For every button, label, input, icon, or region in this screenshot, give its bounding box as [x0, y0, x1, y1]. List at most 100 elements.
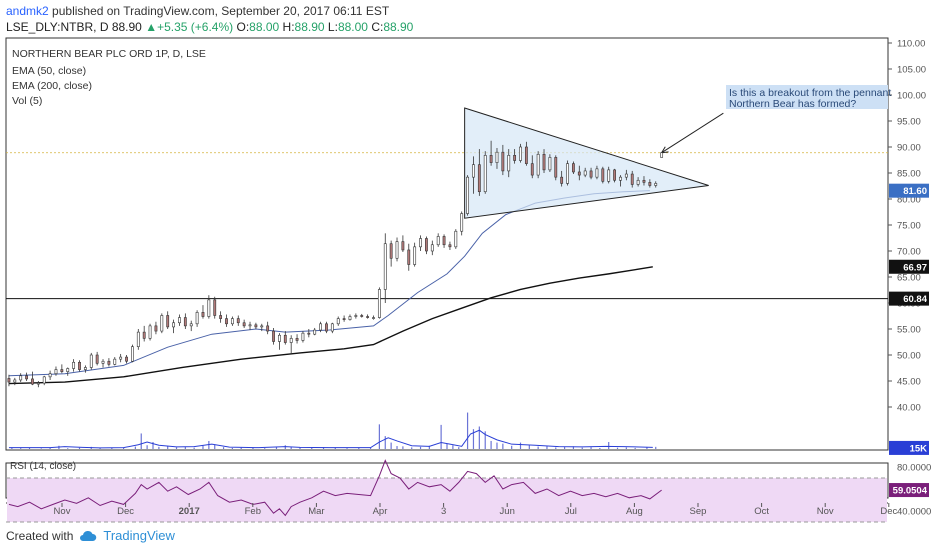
candle-body: [519, 146, 522, 161]
candle-body: [266, 325, 270, 332]
y-tick-label: 45.00: [897, 377, 921, 388]
y-tick-label: 100.00: [897, 91, 926, 102]
candle: [148, 323, 152, 341]
legend-ema200[interactable]: EMA (200, close): [12, 80, 92, 92]
candle-body: [89, 354, 93, 368]
y-tick-label: 90.00: [897, 143, 921, 154]
candle-body: [454, 230, 458, 248]
candle-body: [660, 152, 664, 158]
ema200-line[interactable]: [8, 266, 653, 385]
volume-axis-label-box: [889, 440, 929, 455]
candle-body: [125, 356, 128, 362]
candle-body: [413, 246, 417, 265]
candle-body: [54, 369, 58, 375]
candle-body: [113, 358, 117, 365]
candle-body: [601, 168, 605, 182]
candle-body: [83, 367, 87, 370]
open-label: O:: [236, 20, 250, 34]
published-text: published on TradingView.com, September …: [52, 4, 390, 18]
candle-body: [648, 182, 652, 186]
legend-vol[interactable]: Vol (5): [12, 95, 42, 107]
candle-body: [25, 375, 28, 380]
candle-body: [460, 213, 464, 232]
y-tick-label: 95.00: [897, 117, 921, 128]
low-label: L:: [327, 20, 338, 34]
candle: [395, 237, 399, 262]
y-tick-label: 70.00: [897, 247, 921, 258]
author-link[interactable]: andmk2: [6, 4, 49, 18]
candle: [307, 329, 311, 338]
candle-body: [630, 173, 634, 185]
candle-body: [31, 378, 34, 385]
y-tick-label: 105.00: [897, 65, 926, 76]
candle-body: [436, 236, 440, 246]
candle-body: [60, 369, 64, 372]
candle: [330, 322, 334, 334]
candle: [401, 235, 405, 253]
price-axis-label-box: [889, 259, 929, 274]
high-value: 88.90: [294, 20, 325, 34]
x-tick-label: 3: [441, 506, 446, 517]
candle-body: [477, 164, 481, 193]
candle-body: [178, 317, 181, 324]
candle: [448, 241, 452, 250]
candle: [54, 366, 58, 376]
candle: [336, 316, 340, 326]
candle: [142, 325, 146, 342]
candle: [560, 170, 564, 187]
rsi-axis-label: 59.0504: [893, 486, 928, 497]
candle-body: [589, 170, 593, 178]
candle: [260, 323, 264, 332]
candle: [278, 333, 281, 350]
tradingview-brand-link[interactable]: TradingView: [103, 528, 175, 543]
candle: [119, 353, 123, 363]
pennant-triangle[interactable]: [464, 107, 709, 219]
candle-body: [348, 316, 352, 320]
y-tick-label: 85.00: [897, 169, 921, 180]
candle: [501, 144, 505, 176]
candle-body: [372, 317, 375, 319]
candle-body: [360, 315, 364, 317]
candle-body: [566, 163, 569, 184]
annotation-line2: Northern Bear has formed?: [729, 98, 856, 110]
candle-body: [548, 157, 552, 171]
candle: [601, 166, 605, 184]
candle-body: [154, 325, 158, 332]
price-axis-label: 81.60: [903, 186, 927, 197]
candle-body: [136, 331, 140, 347]
x-tick-label: Dec: [117, 506, 134, 517]
candle-body: [319, 323, 322, 331]
candle-body: [442, 236, 446, 246]
legend-ema50[interactable]: EMA (50, close): [12, 65, 86, 77]
candle: [313, 327, 317, 336]
candle-body: [513, 155, 517, 161]
candle: [366, 314, 370, 319]
annotation-line1: Is this a breakout from the pennant: [729, 87, 891, 99]
up-arrow-icon: ▲: [145, 20, 158, 34]
candle: [183, 313, 187, 329]
candle: [195, 310, 199, 327]
x-tick-label: Oct: [754, 506, 769, 517]
y-tick-label: 65.00: [897, 273, 921, 284]
y-tick-label: 75.00: [897, 221, 921, 232]
rsi-line[interactable]: [8, 459, 662, 517]
candle-body: [613, 169, 616, 181]
candle: [554, 155, 558, 181]
candle: [483, 151, 487, 194]
candle: [495, 148, 499, 169]
candle: [272, 327, 275, 345]
candle-body: [624, 173, 628, 178]
candle: [566, 160, 569, 186]
candle: [425, 236, 428, 255]
candle: [236, 315, 240, 326]
candle-body: [407, 249, 411, 265]
candle-body: [201, 312, 205, 317]
candle-body: [242, 322, 246, 327]
annotation-box[interactable]: [726, 85, 888, 109]
rsi-label[interactable]: RSI (14, close): [10, 461, 76, 472]
candle: [60, 364, 64, 374]
candle-body: [72, 361, 76, 369]
annotation-arrow[interactable]: [661, 112, 724, 154]
candle: [72, 359, 76, 372]
